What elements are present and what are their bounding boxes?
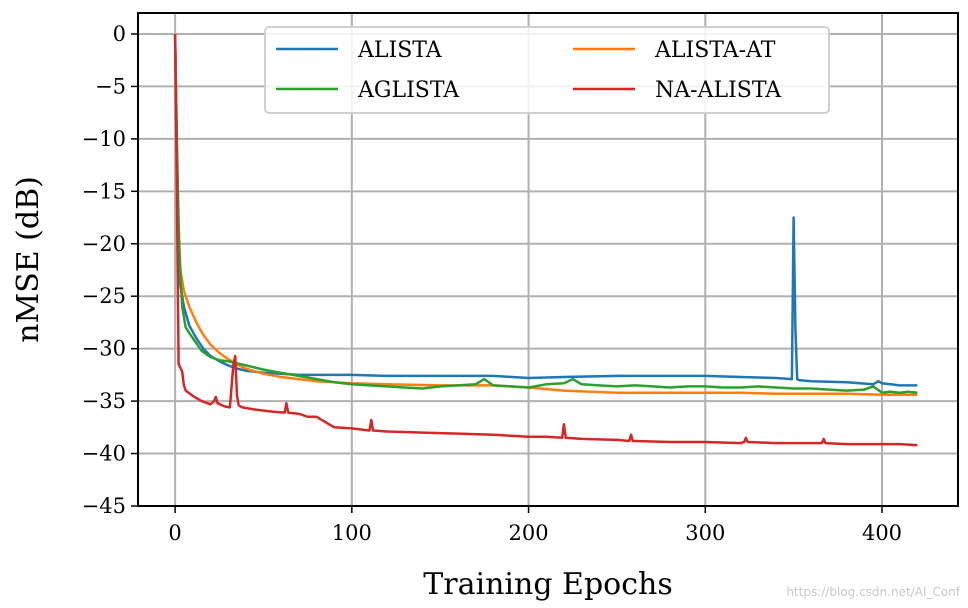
plot-frame	[137, 12, 959, 507]
series-lines	[173, 33, 918, 447]
x-axis-label: Training Epochs	[423, 567, 673, 602]
y-tick-label: −30	[82, 337, 126, 361]
y-tick-label: −25	[82, 284, 126, 308]
y-tick-label: −35	[82, 389, 126, 413]
y-tick-label: −20	[82, 232, 126, 256]
series-line-na-alista	[173, 33, 918, 447]
y-tick-label: −5	[95, 74, 126, 98]
y-tick-label: −45	[82, 494, 126, 518]
y-tick-label: −15	[82, 179, 126, 203]
x-tick-label: 400	[862, 521, 902, 545]
series-line-alista	[173, 33, 918, 387]
y-axis-label: nMSE (dB)	[11, 176, 46, 343]
legend-label: AGLISTA	[357, 78, 460, 103]
y-tick-label: −40	[82, 442, 126, 466]
legend-label: ALISTA	[357, 38, 443, 63]
series-line-aglista	[173, 33, 918, 394]
legend-label: ALISTA-AT	[654, 38, 776, 63]
x-tick-label: 0	[168, 521, 181, 545]
y-tick-label: −10	[82, 127, 126, 151]
x-tick-label: 100	[332, 521, 372, 545]
series-line-alista-at	[173, 33, 918, 397]
legend-box	[264, 26, 830, 114]
watermark-text: https://blog.csdn.net/AI_Conf	[786, 585, 960, 599]
y-tick-label: 0	[113, 22, 126, 46]
legend-label: NA-ALISTA	[655, 78, 782, 103]
axis-ticks: 0 100 200 300 400 0 −5 −10 −15 −20 −25 −30 −35 −40 −45	[82, 22, 902, 545]
x-tick-label: 300	[685, 521, 725, 545]
x-tick-label: 200	[509, 521, 549, 545]
legend: ALISTA ALISTA-AT AGLISTA NA-ALISTA	[264, 26, 830, 114]
